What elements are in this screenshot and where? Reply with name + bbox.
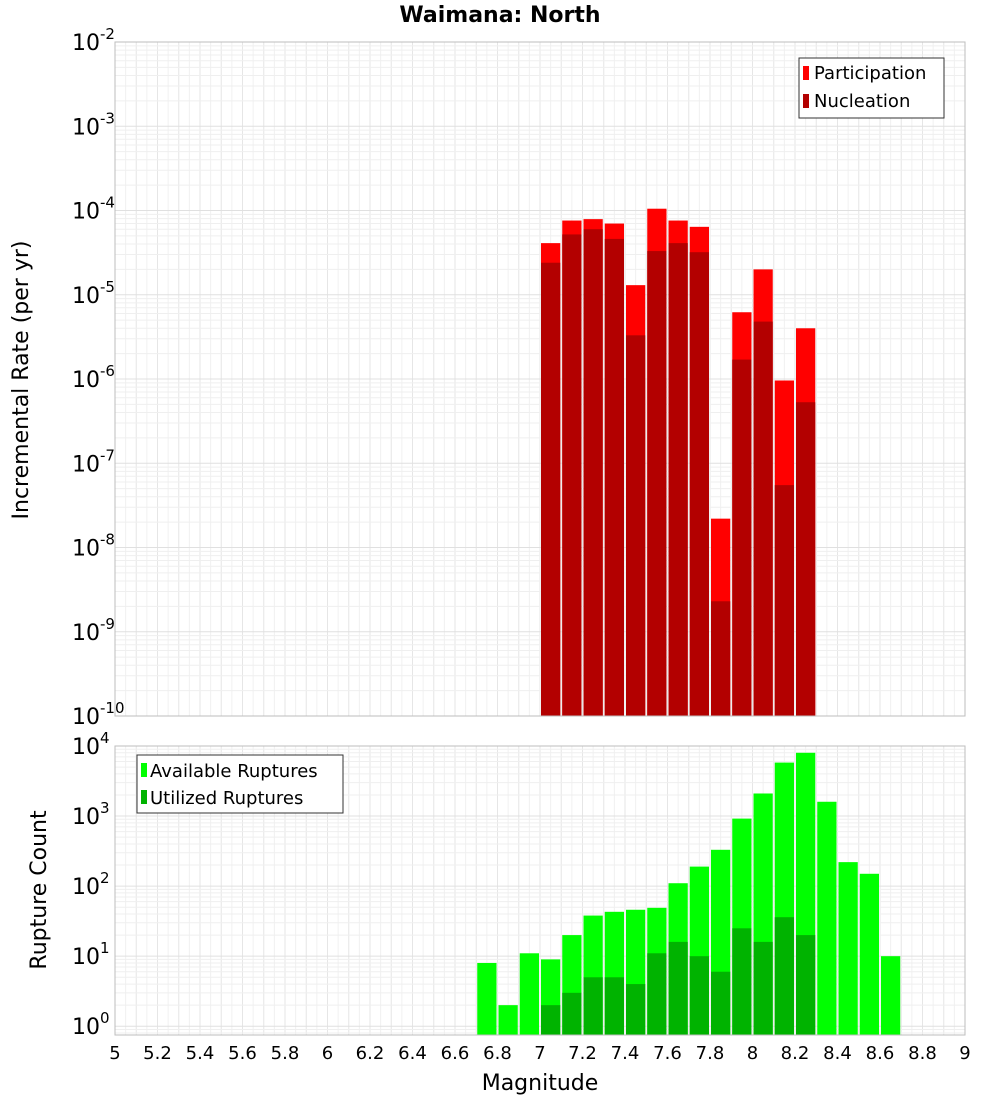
rate-bar-nucleation [626, 335, 646, 716]
count-bar-utilized-ruptures [668, 941, 688, 1035]
count-bar-utilized-ruptures [753, 941, 773, 1035]
rate-bar-nucleation [732, 359, 752, 716]
rate-bar-nucleation [668, 243, 688, 716]
rate-bar-nucleation [711, 601, 731, 716]
count-bar-utilized-ruptures [796, 935, 816, 1035]
magnitude-x-tick-label: 9 [959, 1043, 970, 1064]
rate-gridlines [115, 41, 965, 717]
magnitude-x-axis-label: Magnitude [482, 1071, 599, 1096]
rate-plot-frame [114, 41, 966, 717]
count-bar-available-ruptures [817, 801, 837, 1035]
magnitude-x-tick-label: 6.6 [441, 1043, 470, 1064]
participation-legend-swatch [803, 66, 809, 80]
count-bars [477, 752, 901, 1035]
rate-legend: Participation Nucleation [798, 57, 945, 119]
rate-bar-nucleation [774, 485, 794, 716]
count-y-tick-label: 101 [72, 939, 110, 970]
rate-y-tick-label: 10-5 [72, 278, 115, 309]
rate-bars [541, 208, 816, 717]
nucleation-legend-swatch [803, 94, 809, 108]
magnitude-x-tick-label: 7 [534, 1043, 545, 1064]
rate-y-tick-label: 10-7 [72, 446, 115, 477]
count-bar-utilized-ruptures [647, 953, 667, 1035]
rate-bar-nucleation [647, 251, 667, 717]
magnitude-x-tick-label: 5.2 [143, 1043, 172, 1064]
rate-y-axis-label: Incremental Rate (per yr) [9, 241, 34, 520]
utilized-legend-label: Utilized Ruptures [150, 788, 303, 809]
count-bar-utilized-ruptures [583, 977, 603, 1035]
count-y-tick-label: 103 [72, 799, 110, 830]
magnitude-x-tick-label: 5 [109, 1043, 120, 1064]
count-bar-available-ruptures [477, 962, 497, 1035]
count-y-tick-label: 100 [72, 1009, 110, 1040]
magnitude-x-tick-label: 8.2 [781, 1043, 810, 1064]
count-panel: 100 101 102 103 104 5 5.2 5.4 5.6 5.8 6 6.2 6.4 6.6 6… [27, 729, 971, 1096]
nucleation-legend-label: Nucleation [814, 91, 910, 112]
count-bar-available-ruptures [519, 953, 539, 1035]
rate-panel: 10-10 10-9 10-8 10-7 10-6 10-5 10-4 10-3 10-2 In… [9, 25, 966, 730]
count-plot-frame [114, 745, 966, 1036]
rate-bar-nucleation [583, 229, 603, 717]
count-y-axis-label: Rupture Count [27, 810, 52, 970]
count-bar-utilized-ruptures [774, 917, 794, 1035]
rate-y-tick-label: 10-6 [72, 362, 115, 393]
count-y-tick-label: 104 [72, 729, 110, 760]
magnitude-x-tick-label: 7.4 [611, 1043, 640, 1064]
count-y-tick-labels: 100 101 102 103 104 [72, 729, 110, 1040]
count-bar-utilized-ruptures [562, 992, 582, 1035]
magnitude-x-tick-label: 6.4 [398, 1043, 427, 1064]
count-legend-box [136, 754, 344, 814]
rate-y-tick-labels: 10-10 10-9 10-8 10-7 10-6 10-5 10-4 10-3 10-2 [72, 25, 125, 730]
available-legend-swatch [141, 763, 147, 777]
rate-y-tick-label: 10-9 [72, 615, 115, 646]
count-bar-utilized-ruptures [541, 1005, 561, 1035]
rate-y-tick-label: 10-10 [72, 699, 125, 730]
magnitude-x-tick-label: 7.2 [568, 1043, 597, 1064]
magnitude-x-tick-label: 7.8 [696, 1043, 725, 1064]
rate-bar-nucleation [796, 402, 816, 716]
magnitude-x-tick-label: 7.6 [653, 1043, 682, 1064]
magnitude-x-tick-label: 8.6 [866, 1043, 895, 1064]
magnitude-x-tick-label: 6.2 [356, 1043, 385, 1064]
rate-y-tick-label: 10-2 [72, 25, 115, 56]
magnitude-x-tick-label: 8 [747, 1043, 758, 1064]
available-legend-label: Available Ruptures [150, 761, 318, 782]
rate-bar-nucleation [562, 234, 582, 717]
count-bar-utilized-ruptures [604, 977, 624, 1035]
count-bar-available-ruptures [881, 956, 901, 1035]
rate-y-tick-label: 10-3 [72, 109, 115, 140]
rate-bar-nucleation [689, 252, 709, 717]
participation-legend-label: Participation [814, 63, 926, 84]
utilized-legend-swatch [141, 790, 147, 804]
count-bar-available-ruptures [859, 873, 879, 1035]
magnitude-x-tick-label: 8.8 [908, 1043, 937, 1064]
rate-bar-nucleation [753, 321, 773, 716]
magnitude-x-tick-labels: 5 5.2 5.4 5.6 5.8 6 6.2 6.4 6.6 6.8 7 7.2 7.4 7.6 7.8 8… [109, 1043, 970, 1064]
magnitude-x-tick-label: 6 [322, 1043, 333, 1064]
rate-bar-nucleation [541, 262, 561, 716]
count-y-tick-label: 102 [72, 869, 110, 900]
magnitude-x-tick-label: 8.4 [823, 1043, 852, 1064]
magnitude-x-tick-label: 5.8 [271, 1043, 300, 1064]
magnitude-x-tick-label: 5.6 [228, 1043, 257, 1064]
chart-title: Waimana: North [399, 3, 600, 28]
rate-y-tick-label: 10-8 [72, 531, 115, 562]
count-bar-utilized-ruptures [732, 928, 752, 1035]
count-bar-utilized-ruptures [689, 956, 709, 1035]
rate-legend-box [798, 57, 945, 119]
rate-y-tick-label: 10-4 [72, 194, 115, 225]
rate-bar-nucleation [604, 238, 624, 716]
magnitude-x-tick-label: 6.8 [483, 1043, 512, 1064]
count-bar-utilized-ruptures [626, 984, 646, 1035]
count-legend: Available Ruptures Utilized Ruptures [136, 754, 344, 814]
magnitude-x-tick-label: 5.4 [186, 1043, 215, 1064]
count-bar-available-ruptures [838, 862, 858, 1035]
count-bar-available-ruptures [498, 1005, 518, 1035]
count-bar-utilized-ruptures [711, 971, 731, 1035]
